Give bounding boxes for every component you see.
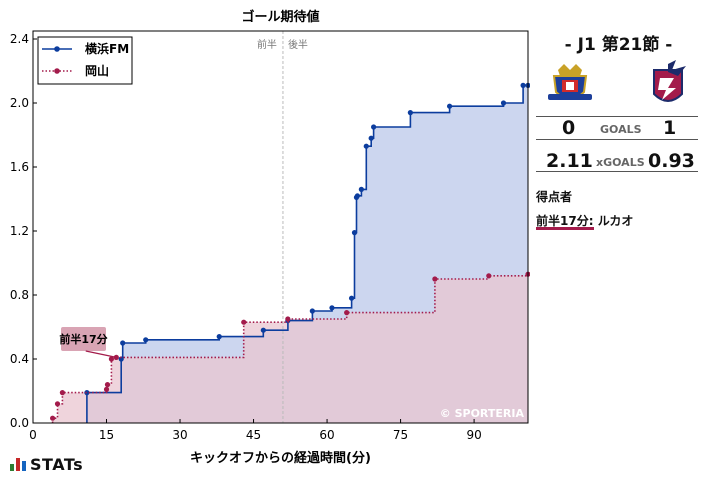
x-tick-label: 75 bbox=[393, 428, 408, 442]
data-point-0-19 bbox=[500, 100, 507, 106]
data-point-0-13 bbox=[358, 186, 364, 192]
scorer-item: 前半17分: ルカオ bbox=[536, 212, 633, 229]
legend-label-0: 横浜FM bbox=[85, 41, 129, 56]
data-point-1-8 bbox=[285, 316, 291, 322]
data-point-0-2 bbox=[120, 340, 126, 346]
data-point-0-8 bbox=[329, 305, 335, 311]
scorer-separator: : bbox=[588, 214, 598, 228]
match-panel: - J1 第21節 - 0 GOALS 1 2.11 xGOALS 0.93 得… bbox=[530, 0, 707, 479]
stats-bars-icon bbox=[10, 458, 26, 471]
data-point-0-7 bbox=[309, 308, 315, 314]
xg-label: xGOALS bbox=[596, 156, 645, 169]
home-xg: 2.11 bbox=[546, 150, 593, 172]
scorers-title: 得点者 bbox=[536, 190, 573, 204]
scorer-name: ルカオ bbox=[597, 214, 634, 228]
x-tick-label: 30 bbox=[172, 428, 187, 442]
watermark: © SPORTERIA bbox=[440, 407, 525, 420]
legend-marker-1 bbox=[54, 68, 60, 74]
y-tick-label: 2.0 bbox=[10, 96, 29, 110]
yokohama-fm-crest-icon bbox=[544, 58, 596, 110]
data-point-1-3 bbox=[103, 386, 110, 392]
data-point-1-11 bbox=[486, 273, 492, 279]
data-point-1-4 bbox=[104, 382, 111, 388]
x-tick-label: 90 bbox=[466, 428, 481, 442]
stats-logo: STATs bbox=[10, 455, 83, 474]
data-point-0-14 bbox=[363, 143, 369, 149]
data-point-0-15 bbox=[368, 135, 374, 141]
data-point-1-1 bbox=[54, 401, 61, 407]
y-tick-label: 0.4 bbox=[10, 352, 29, 366]
data-point-0-5 bbox=[260, 327, 266, 333]
home-goals: 0 bbox=[562, 117, 576, 139]
x-tick-label: 60 bbox=[319, 428, 334, 442]
x-tick-label: 0 bbox=[29, 428, 37, 442]
data-point-0-9 bbox=[348, 295, 355, 301]
chart-title: ゴール期待値 bbox=[241, 9, 319, 25]
y-tick-label: 0.0 bbox=[10, 416, 29, 430]
annotation-box bbox=[61, 327, 106, 351]
data-point-0-0 bbox=[84, 390, 90, 396]
y-tick-label: 1.2 bbox=[10, 224, 29, 238]
data-point-1-0 bbox=[50, 415, 56, 421]
scorer-underline bbox=[536, 227, 594, 230]
y-tick-label: 0.8 bbox=[10, 288, 29, 302]
annotation-label: 前半17分 bbox=[59, 332, 107, 346]
data-point-1-7 bbox=[241, 319, 247, 325]
series-fill-1 bbox=[52, 274, 528, 423]
data-point-0-3 bbox=[143, 337, 149, 343]
stats-logo-text: STATs bbox=[30, 455, 84, 474]
scorer-time: 前半17分 bbox=[536, 214, 589, 228]
goals-label: GOALS bbox=[600, 123, 642, 136]
halftime-label-first: 前半 bbox=[257, 38, 277, 51]
annotation-arrow bbox=[85, 350, 117, 359]
data-point-0-4 bbox=[216, 334, 222, 340]
data-point-0-1 bbox=[118, 356, 124, 362]
data-point-1-10 bbox=[432, 276, 438, 282]
data-point-0-16 bbox=[371, 124, 377, 130]
x-tick-label: 45 bbox=[246, 428, 261, 442]
away-xg: 0.93 bbox=[648, 150, 695, 172]
data-point-0-20 bbox=[520, 82, 526, 88]
data-point-1-2 bbox=[59, 390, 66, 396]
halftime-label-second: 後半 bbox=[288, 38, 308, 51]
okayama-crest-icon bbox=[642, 58, 694, 110]
legend-marker-0 bbox=[54, 46, 60, 52]
data-point-1-5 bbox=[108, 356, 115, 362]
match-title: - J1 第21節 - bbox=[564, 35, 673, 55]
data-point-0-17 bbox=[407, 110, 413, 116]
legend-box bbox=[37, 36, 133, 85]
away-goals: 1 bbox=[663, 117, 677, 139]
y-tick-label: 1.6 bbox=[10, 160, 29, 174]
divider-bottom bbox=[536, 171, 698, 172]
divider-top bbox=[536, 116, 698, 117]
x-tick-label: 15 bbox=[99, 428, 114, 442]
plot-frame bbox=[32, 30, 529, 424]
divider-middle bbox=[536, 139, 698, 140]
data-point-1-9 bbox=[344, 310, 350, 316]
data-point-0-12 bbox=[354, 193, 361, 199]
legend-label-1: 岡山 bbox=[85, 63, 109, 78]
y-tick-label: 2.4 bbox=[10, 32, 29, 46]
x-axis-label: キックオフからの経過時間(分) bbox=[190, 450, 371, 466]
data-point-0-18 bbox=[446, 103, 453, 109]
data-point-0-10 bbox=[351, 230, 358, 236]
